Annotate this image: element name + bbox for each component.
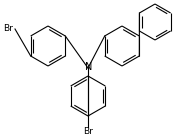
Text: Br: Br xyxy=(83,127,93,136)
Text: N: N xyxy=(85,62,93,72)
Text: Br: Br xyxy=(3,24,13,32)
